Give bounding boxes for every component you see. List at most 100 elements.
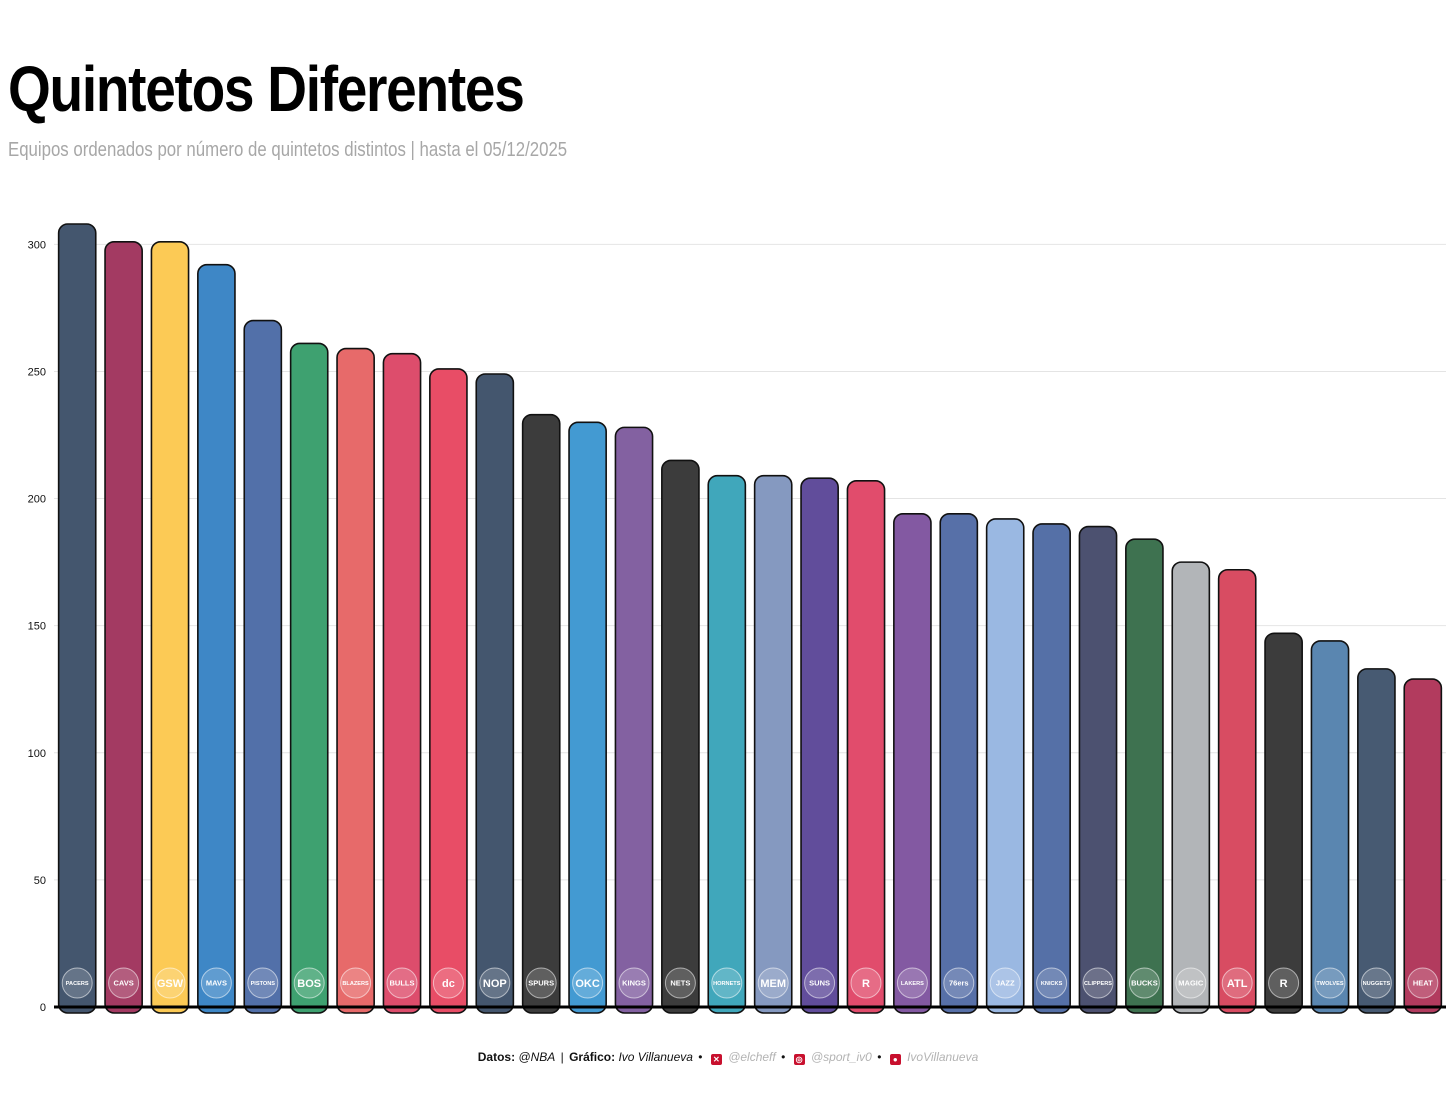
team-logo-icon: NUGGETS [1360,967,1392,999]
bar-grizzlies [753,474,793,1014]
team-logo-label: BOS [297,978,321,990]
team-logo-icon: SUNS [804,967,836,999]
team-logo-badge [711,967,743,999]
team-logo-label: ATL [1227,978,1248,990]
team-logo-icon: JAZZ [989,967,1021,999]
team-logo-icon: BLAZERS [340,967,372,999]
team-logo-icon: PISTONS [247,967,279,999]
bar-jazz [985,518,1025,1014]
team-logo-icon: MAGIC [1175,967,1207,999]
team-logo-icon: HORNETS [711,967,743,999]
team-logo-badge [943,967,975,999]
team-logo-icon: dc [432,967,464,999]
team-logo-badge [247,967,279,999]
team-logo-label: BLAZERS [342,981,369,987]
instagram-handle[interactable]: @sport_iv0 [810,1050,872,1064]
team-logo-badge [664,967,696,999]
bar-timberwolves [1310,640,1350,1014]
y-tick-label: 0 [40,1002,46,1014]
team-logo-label: MAVS [206,979,227,988]
team-logo-label: OKC [575,978,600,990]
y-tick-label: 300 [28,239,46,251]
y-tick-label: 200 [28,494,46,506]
bar-heat [1403,678,1443,1014]
data-source: @NBA [518,1050,556,1064]
divider: | [560,1050,564,1064]
team-logo-badge [1314,967,1346,999]
bar-kings [614,426,654,1014]
team-logo-icon: 76ers [943,967,975,999]
team-logo-badge [200,967,232,999]
team-logo-icon: BUCKS [1128,967,1160,999]
team-logo-badge [1036,967,1068,999]
team-logo-badge [1175,967,1207,999]
x-handle[interactable]: @elcheff [728,1050,776,1064]
bar-wizards [429,368,468,1014]
team-logo-label: KINGS [622,979,646,988]
bar-bulls [382,352,422,1014]
team-logo-label: R [862,978,870,990]
team-logo-badge [757,967,789,999]
team-logo-icon: MEM [757,967,789,999]
grid-lines [54,243,1446,881]
team-logo-icon: OKC [572,967,604,999]
bar-chart: 0 50 100 150 200 250 300 PACERS CAVS GSW MAVS PIST… [28,223,1446,1014]
team-logo-label: JAZZ [996,979,1015,988]
y-tick-label: 50 [34,875,46,887]
team-logo-badge [1221,967,1253,999]
team-logo-badge [293,967,325,999]
team-logo-icon: PACERS [61,967,93,999]
separator-dot: • [698,1050,703,1064]
y-tick-label: 100 [28,748,46,760]
team-logo-label: NUGGETS [1363,981,1391,987]
team-logo-label: dc [442,978,455,990]
team-logo-icon: KNICKS [1036,967,1068,999]
bar-clippers [1078,525,1118,1014]
bar-nuggets [1357,668,1396,1014]
team-logo-icon: CAVS [108,967,140,999]
bar-cavaliers [104,240,143,1014]
y-tick-label: 250 [28,366,46,378]
team-logo-label: SUNS [809,979,830,988]
bar-pistons [243,319,283,1014]
team-logo-label: BULLS [390,979,415,988]
team-logo-icon: BULLS [386,967,418,999]
bar-warriors [150,240,190,1014]
bar-rockets [1264,632,1303,1014]
team-logo-label: R [1280,978,1288,990]
team-logo-label: PACERS [66,981,89,987]
team-logo-badge [989,967,1021,999]
team-logo-label: MAGIC [1178,979,1204,988]
credits-footer: Datos: @NBA | Gráfico: Ivo Villanueva • … [0,1050,1456,1065]
team-logo-badge [1407,967,1439,999]
instagram-icon: ◎ [793,1054,805,1065]
team-logos: PACERS CAVS GSW MAVS PISTONS BOS BLAZERS BULLS d… [61,967,1439,999]
team-logo-icon: LAKERS [896,967,928,999]
chart-subtitle: Equipos ordenados por número de quinteto… [8,139,568,161]
team-logo-badge [386,967,418,999]
github-handle[interactable]: IvoVillanueva [907,1050,979,1064]
team-logo-badge [479,967,511,999]
team-logo-icon: TWOLVES [1314,967,1346,999]
bar-celtics [289,342,329,1014]
bar-mavericks [197,263,236,1014]
chart-label: Gráfico: [569,1050,616,1064]
team-logo-badge [896,967,928,999]
bar-pelicans [475,373,515,1014]
team-logo-label: NOP [483,978,507,990]
team-logo-badge [432,967,464,999]
bar-raptors [846,479,886,1014]
bar-bucks [1125,538,1164,1014]
x-icon: ✕ [710,1054,722,1065]
bar-76ers [939,513,979,1014]
team-logo-badge [525,967,557,999]
team-logo-icon: HEAT [1407,967,1439,999]
team-logo-label: HORNETS [713,981,741,987]
team-logo-icon: CLIPPERS [1082,967,1114,999]
bar-knicks [1032,523,1071,1014]
team-logo-icon: R [850,967,882,999]
bar-nets [661,459,700,1014]
bar-spurs [521,413,561,1014]
bar-hawks [1217,568,1257,1014]
bar-magic [1171,561,1211,1014]
